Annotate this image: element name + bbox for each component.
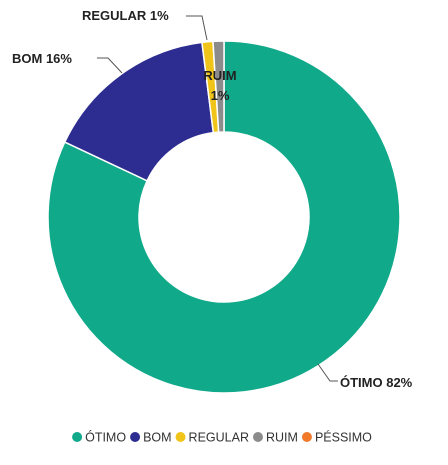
data-label-regular: REGULAR 1% xyxy=(82,8,169,23)
legend-item-otimo: ÓTIMO xyxy=(72,430,126,445)
chart-legend: ÓTIMO BOM REGULAR RUIM PÉSSIMO xyxy=(72,430,372,445)
legend-item-regular: REGULAR xyxy=(175,431,249,445)
leader-line-bom xyxy=(97,57,123,74)
chart-leader-lines xyxy=(97,15,338,382)
chart-data-labels: ÓTIMO 82% BOM 16% REGULAR 1% RUIM 1% xyxy=(12,8,413,390)
leader-line-regular xyxy=(186,15,208,41)
legend-marker-ruim xyxy=(252,432,263,442)
slice-ruim xyxy=(212,40,225,133)
legend-marker-otimo xyxy=(72,432,83,442)
legend-label-regular: REGULAR xyxy=(189,431,249,445)
legend-label-otimo: ÓTIMO xyxy=(85,430,126,445)
leader-line-otimo xyxy=(317,363,338,382)
data-label-ruim: RUIM 1% xyxy=(203,68,236,103)
legend-item-bom: BOM xyxy=(130,431,172,445)
legend-label-ruim: RUIM xyxy=(266,431,298,445)
slice-bom xyxy=(63,41,215,182)
legend-marker-pessimo xyxy=(301,432,312,442)
data-label-bom: BOM 16% xyxy=(12,51,72,66)
legend-item-pessimo: PÉSSIMO xyxy=(301,430,372,445)
legend-marker-regular xyxy=(175,432,186,442)
legend-label-bom: BOM xyxy=(143,431,171,445)
chart-slices xyxy=(47,40,401,394)
legend-marker-bom xyxy=(130,432,141,442)
data-label-otimo: ÓTIMO 82% xyxy=(340,375,413,390)
legend-label-pessimo: PÉSSIMO xyxy=(315,430,372,445)
slice-otimo xyxy=(47,40,401,394)
legend-item-ruim: RUIM xyxy=(252,431,298,445)
